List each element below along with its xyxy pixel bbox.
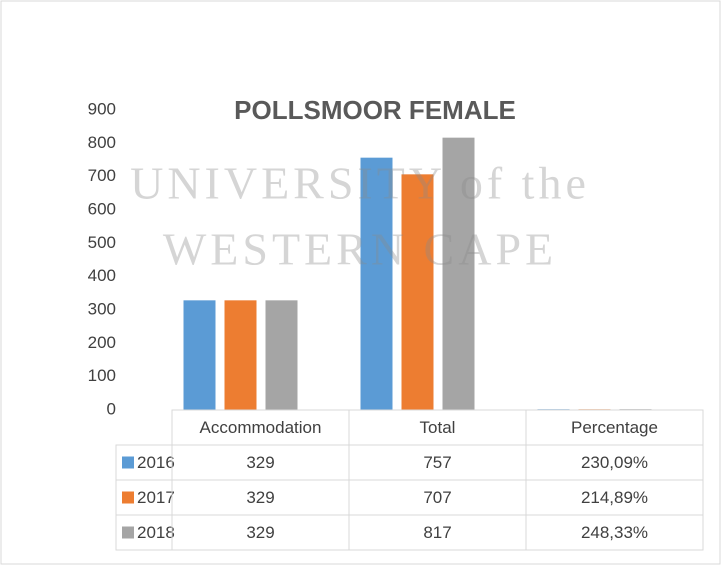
data-label: 757 <box>423 453 451 472</box>
data-label: 214,89% <box>581 488 648 507</box>
y-tick-label: 600 <box>88 199 116 218</box>
legend-swatch <box>122 456 134 469</box>
x-tick-label: Total <box>420 418 456 437</box>
data-label: 707 <box>423 488 451 507</box>
y-tick-label: 300 <box>88 299 116 318</box>
data-label: 248,33% <box>581 523 648 542</box>
watermark: UNIVERSITY of the <box>130 158 590 209</box>
legend-label: 2016 <box>137 453 175 472</box>
y-tick-label: 700 <box>88 166 116 185</box>
data-label: 329 <box>246 523 274 542</box>
data-label: 329 <box>246 453 274 472</box>
legend-swatch <box>122 526 134 539</box>
data-label: 817 <box>423 523 451 542</box>
data-label: 329 <box>246 488 274 507</box>
table-cell <box>525 514 704 551</box>
x-tick-label: Percentage <box>571 418 658 437</box>
bar <box>401 174 434 410</box>
bar <box>183 300 216 410</box>
bar <box>442 137 475 410</box>
legend-swatch <box>122 491 134 504</box>
bar <box>224 300 257 410</box>
data-label: 230,09% <box>581 453 648 472</box>
bar <box>360 157 393 410</box>
y-tick-label: 200 <box>88 333 116 352</box>
bar <box>265 300 298 410</box>
y-tick-label: 800 <box>88 133 116 152</box>
y-tick-label: 900 <box>88 99 116 118</box>
y-tick-label: 400 <box>88 266 116 285</box>
watermark: WESTERN CAPE <box>163 224 557 275</box>
y-tick-label: 0 <box>107 399 116 418</box>
legend-label: 2017 <box>137 488 175 507</box>
x-tick-label: Accommodation <box>200 418 322 437</box>
chart-title: POLLSMOOR FEMALE <box>234 95 516 125</box>
y-tick-label: 500 <box>88 233 116 252</box>
y-tick-label: 100 <box>88 366 116 385</box>
legend-label: 2018 <box>137 523 175 542</box>
